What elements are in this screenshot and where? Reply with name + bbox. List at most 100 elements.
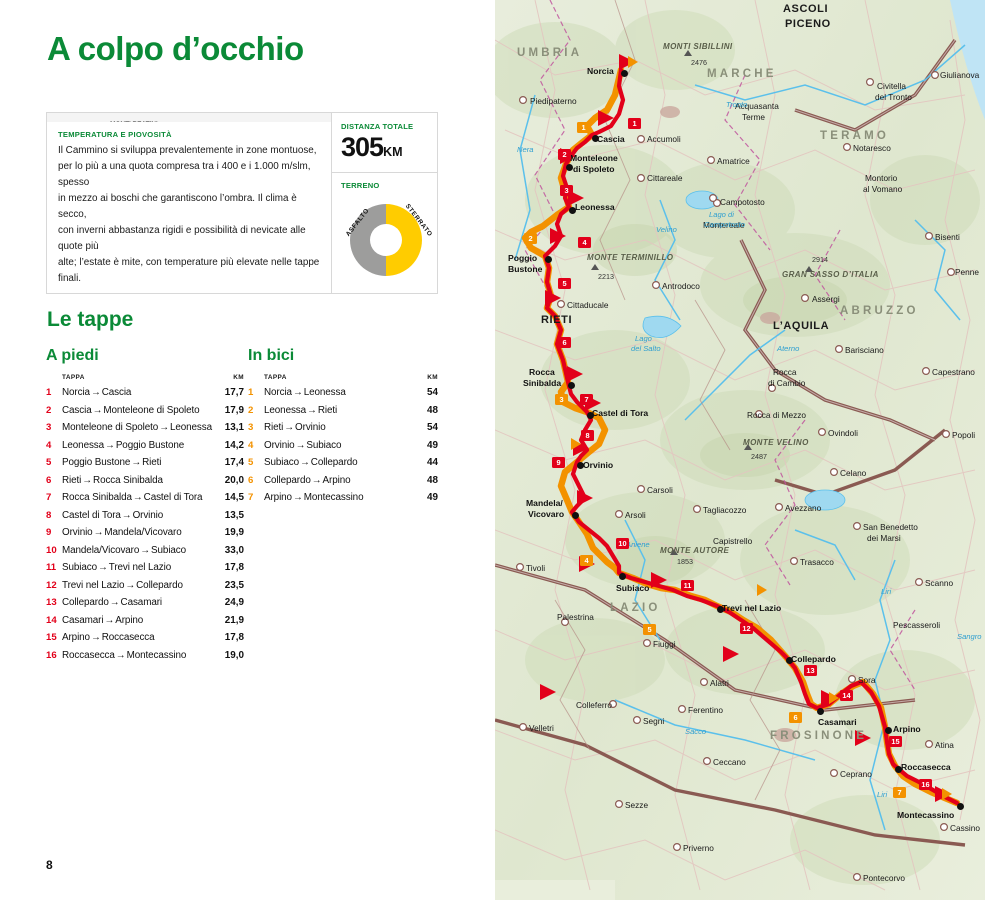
total-distance-block: DISTANZA TOTALE 305KM — [332, 113, 437, 173]
map-walking-stage-badge[interactable]: 11 — [681, 580, 694, 591]
arrow-icon: → — [140, 544, 151, 556]
map-walking-stage-badge[interactable]: 16 — [919, 779, 932, 790]
stage-number: 2 — [248, 404, 254, 416]
stage-name: Norcia→Leonessa — [264, 384, 408, 402]
stage-number: 7 — [248, 492, 254, 503]
stage-number: 6 — [46, 474, 52, 486]
stage-row: 1 Norcia→Cascia 17,7 — [46, 384, 244, 402]
map-cycling-stage-badge[interactable]: 5 — [643, 624, 656, 635]
overview-info-panel: NORCIA (600 m/slm) MONTI REATINI (1.510 … — [46, 112, 438, 294]
map-walking-stage-badge[interactable]: 2 — [558, 149, 571, 160]
stage-row: 5 Poggio Bustone→Rieti 17,4 — [46, 454, 244, 472]
stage-number: 16 — [46, 649, 57, 661]
stage-km: 49 — [427, 492, 438, 503]
map-walking-stage-badge[interactable]: 13 — [804, 665, 817, 676]
stage-km: 44 — [427, 457, 438, 468]
stage-row: 2 Leonessa→Rieti 48 — [248, 402, 438, 420]
stage-km: 17,7 — [224, 387, 244, 398]
elevation-label-monti-reatini: MONTI REATINI (1.510 m/slm) — [110, 121, 158, 122]
map-walking-stage-badge[interactable]: 10 — [616, 538, 629, 549]
map-walking-stage-badge[interactable]: 5 — [558, 278, 571, 289]
stage-number: 15 — [46, 632, 57, 643]
map-walking-stage-badge[interactable]: 7 — [580, 394, 593, 405]
stage-row: 2 Cascia→Monteleone di Spoleto 17,9 — [46, 402, 244, 420]
map-walking-stage-badge[interactable]: 3 — [560, 185, 573, 196]
map-walking-stage-badge[interactable]: 12 — [740, 623, 753, 634]
arrow-icon: → — [292, 387, 303, 398]
map-cycling-stage-badge[interactable]: 4 — [580, 555, 593, 566]
map-walking-stage-badge[interactable]: 6 — [558, 337, 571, 348]
stage-km: 13,5 — [224, 509, 244, 521]
map-route-stop-dot — [569, 207, 576, 214]
map-cycling-stage-badge[interactable]: 2 — [524, 233, 537, 244]
cycling-heading: In bici — [248, 347, 295, 364]
page-title: A colpo d’occhio — [47, 30, 304, 67]
stage-number: 4 — [46, 439, 52, 451]
terrain-block: TERRENO ASFALTO STERRATO — [332, 173, 437, 293]
arrow-icon: → — [93, 527, 104, 538]
stage-name: Rieti→Rocca Sinibalda — [62, 472, 214, 490]
stage-km: 13,1 — [224, 422, 244, 433]
arrow-icon: → — [311, 474, 322, 486]
stages-cycling-list: In bici TAPPA KM 1 Norcia→Leonessa 54 2 Leon… — [248, 347, 438, 507]
map-route-stop-dot — [566, 164, 573, 171]
arrow-icon: → — [90, 632, 101, 643]
distance-value: 305 — [341, 132, 384, 162]
page-number: 8 — [46, 858, 53, 872]
arrow-icon: → — [125, 579, 136, 591]
map-route-stop-dot — [786, 657, 793, 664]
map-walking-stage-badge[interactable]: 1 — [628, 118, 641, 129]
stage-row: 11 Subiaco→Trevi nel Lazio 17,8 — [46, 559, 244, 577]
stage-row: 13 Collepardo→Casamari 24,9 — [46, 594, 244, 612]
arrow-icon: → — [132, 492, 143, 503]
stage-km: 20,0 — [224, 474, 244, 486]
stage-km: 54 — [427, 387, 438, 398]
cycling-rows-container: 1 Norcia→Leonessa 54 2 Leonessa→Rieti 48 3 Riet… — [248, 384, 438, 507]
arrow-icon: → — [295, 439, 306, 451]
map-walking-stage-badge[interactable]: 9 — [552, 457, 565, 468]
arrow-icon: → — [292, 492, 303, 503]
stages-section-title: Le tappe — [47, 308, 134, 331]
stage-number: 6 — [248, 474, 254, 486]
stage-name: Leonessa→Rieti — [264, 402, 408, 420]
map-route-stop-dot — [572, 512, 579, 519]
stage-name: Orvinio→Subiaco — [264, 437, 408, 455]
stage-km: 19,9 — [224, 527, 244, 538]
stage-row: 1 Norcia→Leonessa 54 — [248, 384, 438, 402]
stage-number: 10 — [46, 544, 57, 556]
terrain-heading: TERRENO — [341, 181, 380, 190]
map-walking-stage-badge[interactable]: 14 — [840, 690, 853, 701]
arrow-icon: → — [92, 404, 103, 416]
map-walking-stage-badge[interactable]: 8 — [581, 430, 594, 441]
map-walking-stage-badge[interactable]: 4 — [578, 237, 591, 248]
map-walking-stage-badge[interactable]: 15 — [889, 736, 902, 747]
stage-row: 12 Trevi nel Lazio→Collepardo 23,5 — [46, 577, 244, 595]
arrow-icon: → — [115, 649, 126, 661]
stage-number: 11 — [46, 562, 57, 573]
map-cycling-stage-badge[interactable]: 6 — [789, 712, 802, 723]
route-map[interactable]: UMBRIA MARCHE TERAMO ABRUZZO LAZIO FROSINONE A… — [495, 0, 985, 900]
map-cycling-stage-badge[interactable]: 7 — [893, 787, 906, 798]
stage-name: Leonessa→Poggio Bustone — [62, 437, 214, 455]
stage-km: 48 — [427, 404, 438, 416]
stage-row: 4 Orvinio→Subiaco 49 — [248, 437, 438, 455]
stage-km: 17,8 — [224, 632, 244, 643]
town-markers — [516, 70, 956, 881]
stage-km: 17,8 — [224, 562, 244, 573]
map-route-stop-dot — [545, 256, 552, 263]
arrow-icon: → — [121, 509, 132, 521]
map-route-stop-dot — [619, 573, 626, 580]
map-cycling-stage-badge[interactable]: 1 — [577, 122, 590, 133]
stage-row: 3 Rieti→Orvinio 54 — [248, 419, 438, 437]
distance-value-row: 305KM — [341, 134, 437, 161]
stage-name: Collepardo→Arpino — [264, 472, 408, 490]
arrow-icon: → — [131, 457, 142, 468]
map-route-stop-dot — [717, 606, 724, 613]
stage-number: 7 — [46, 492, 52, 503]
arrow-icon: → — [159, 422, 169, 433]
map-cycling-stage-badge[interactable]: 3 — [555, 394, 568, 405]
arrow-icon: → — [90, 387, 101, 398]
stage-row: 5 Subiaco→Collepardo 44 — [248, 454, 438, 472]
stage-row: 7 Rocca Sinibalda→Castel di Tora 14,5 — [46, 489, 244, 507]
